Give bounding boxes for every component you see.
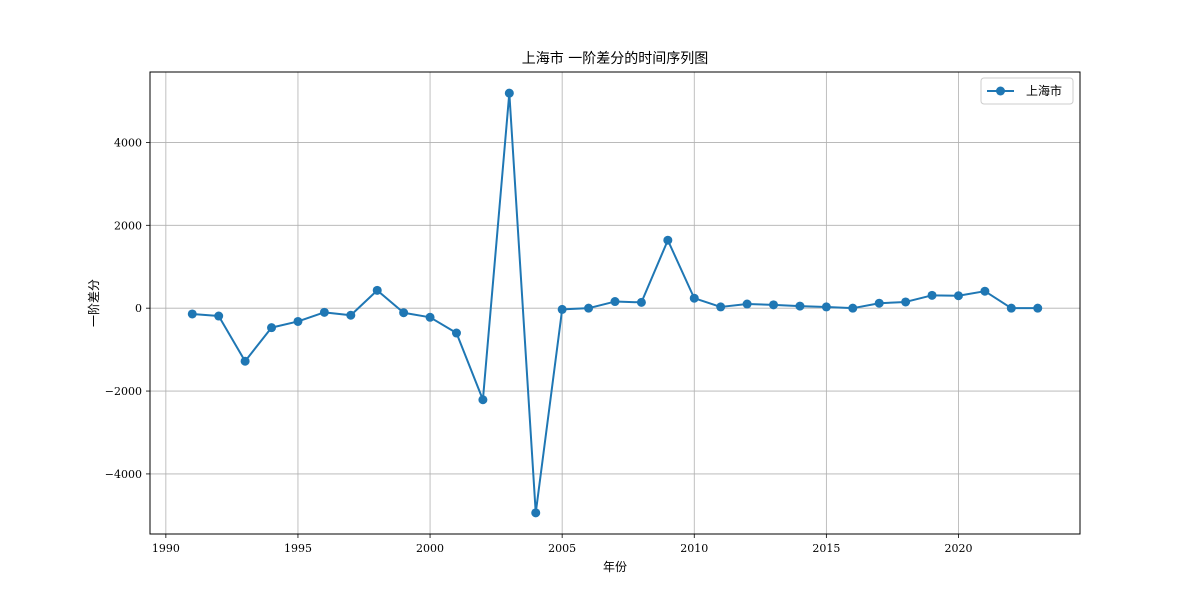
data-points <box>187 88 1043 518</box>
data-point <box>821 302 831 312</box>
legend-label: 上海市 <box>1026 83 1062 98</box>
legend-marker-swatch <box>996 86 1005 96</box>
data-point <box>187 309 197 319</box>
data-point <box>795 301 805 311</box>
data-point <box>478 395 488 405</box>
data-point <box>689 293 699 303</box>
data-point <box>980 286 990 296</box>
y-tick-label: 0 <box>135 302 142 315</box>
data-point <box>451 328 461 338</box>
data-point <box>293 316 303 326</box>
y-tick-label: −2000 <box>105 385 142 398</box>
data-point <box>240 356 250 366</box>
data-point <box>1006 303 1016 313</box>
chart-title: 上海市 一阶差分的时间序列图 <box>522 50 708 67</box>
x-axis-label: 年份 <box>603 560 627 574</box>
data-point <box>584 303 594 313</box>
y-tick-label: 2000 <box>114 219 142 232</box>
data-point <box>716 302 726 312</box>
data-point <box>557 304 567 314</box>
legend-box <box>980 77 1074 105</box>
data-point <box>214 311 224 321</box>
data-point <box>346 310 356 320</box>
data-point <box>1033 303 1043 313</box>
data-point <box>927 290 937 300</box>
y-axis-label: 一阶差分 <box>87 279 101 327</box>
data-point <box>636 297 646 307</box>
data-point <box>531 508 541 518</box>
x-tick-label: 2020 <box>944 542 972 555</box>
x-tick-label: 2000 <box>416 542 444 555</box>
axis-ticks: 1990 1995 2000 2005 2010 2015 2020 −4000 −2000 0 2… <box>105 136 973 555</box>
data-point <box>504 88 514 98</box>
data-point <box>319 307 329 317</box>
data-point <box>769 300 779 310</box>
x-tick-label: 1995 <box>284 542 312 555</box>
data-point <box>874 298 884 308</box>
x-tick-label: 2010 <box>680 542 708 555</box>
x-tick-label: 2015 <box>812 542 840 555</box>
plot-area-frame <box>149 71 1081 535</box>
y-tick-label: −4000 <box>105 468 142 481</box>
legend: 上海市 <box>980 77 1074 105</box>
data-point <box>663 235 673 245</box>
data-point <box>953 291 963 301</box>
data-point <box>848 303 858 313</box>
data-point <box>425 312 435 322</box>
data-point <box>267 323 277 333</box>
data-point <box>399 308 409 318</box>
x-tick-label: 1990 <box>152 542 180 555</box>
data-point <box>901 297 911 307</box>
data-point <box>610 297 620 307</box>
y-tick-label: 4000 <box>114 136 142 149</box>
x-tick-label: 2005 <box>548 542 576 555</box>
data-point <box>372 285 382 295</box>
data-point <box>742 299 752 309</box>
